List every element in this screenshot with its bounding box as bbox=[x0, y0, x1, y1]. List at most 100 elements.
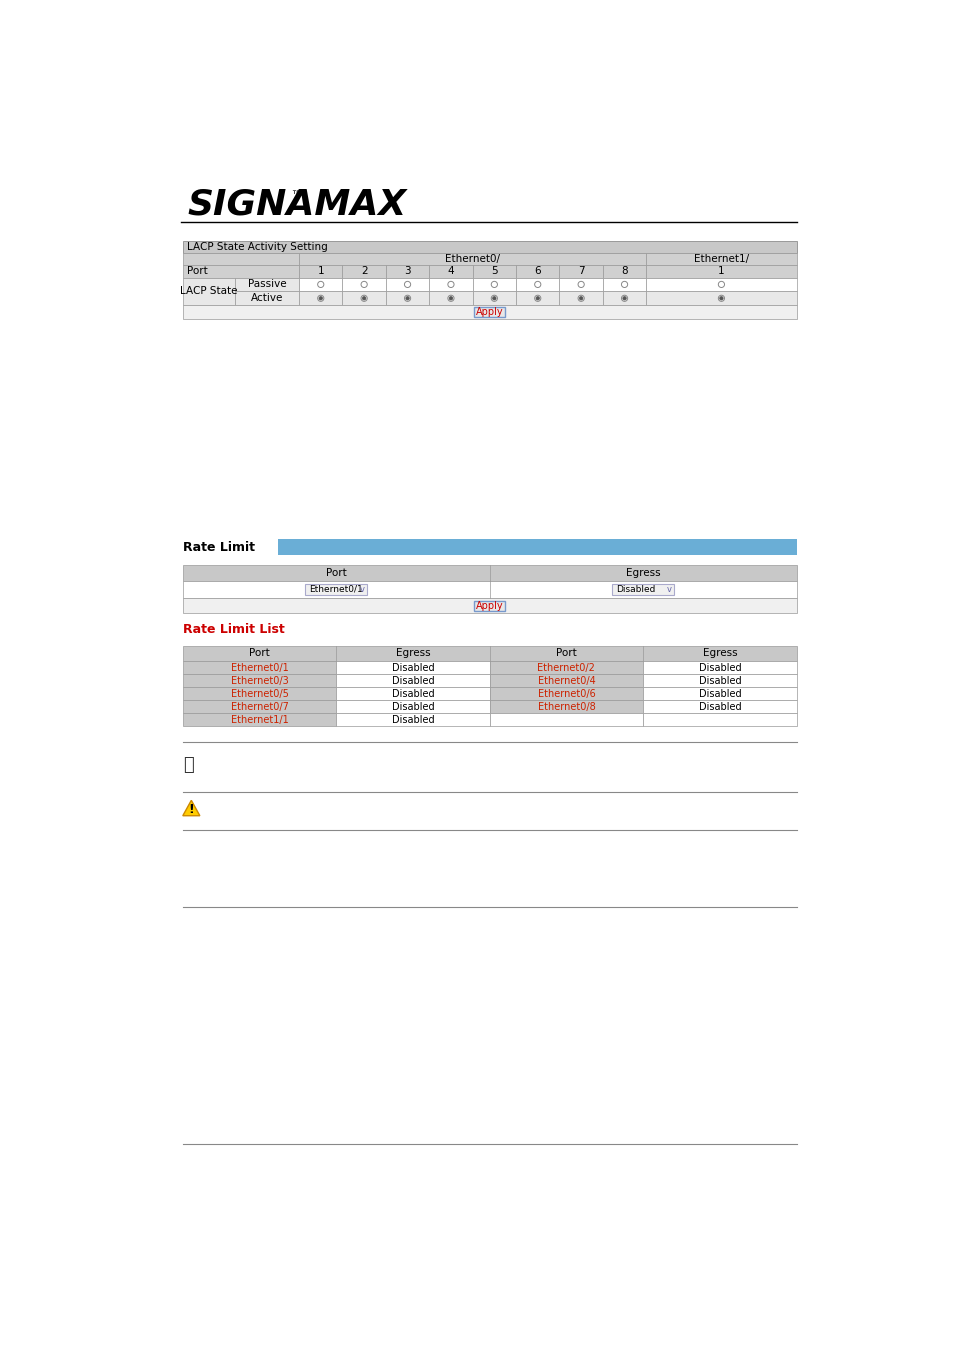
Bar bbox=[602, 265, 645, 278]
Text: Disabled: Disabled bbox=[392, 702, 434, 711]
Text: Egress: Egress bbox=[625, 568, 659, 578]
Bar bbox=[335, 701, 489, 713]
Bar bbox=[645, 265, 796, 278]
Text: Egress: Egress bbox=[395, 648, 430, 659]
Bar bbox=[472, 278, 516, 292]
Bar bbox=[183, 252, 298, 265]
Bar bbox=[602, 278, 645, 292]
Bar bbox=[558, 265, 602, 278]
Bar bbox=[183, 240, 796, 252]
Text: Port: Port bbox=[249, 648, 270, 659]
Text: Port: Port bbox=[326, 568, 346, 578]
Text: Ethernet0/5: Ethernet0/5 bbox=[231, 688, 288, 699]
Bar bbox=[642, 687, 796, 701]
Bar bbox=[183, 598, 796, 613]
Bar bbox=[298, 265, 342, 278]
Bar bbox=[183, 566, 796, 580]
Text: Disabled: Disabled bbox=[616, 585, 655, 594]
Bar bbox=[474, 601, 505, 610]
Bar bbox=[489, 662, 642, 674]
Bar bbox=[612, 585, 674, 595]
Bar bbox=[429, 265, 472, 278]
Circle shape bbox=[578, 297, 582, 300]
Bar bbox=[183, 645, 796, 662]
Bar bbox=[429, 292, 472, 305]
Text: ™: ™ bbox=[290, 190, 302, 202]
Circle shape bbox=[536, 297, 538, 300]
Text: Rate Limit: Rate Limit bbox=[183, 540, 254, 553]
Text: Ethernet0/2: Ethernet0/2 bbox=[537, 663, 595, 672]
Text: 3: 3 bbox=[404, 266, 411, 277]
Text: SIGNAMAX: SIGNAMAX bbox=[187, 188, 406, 221]
Bar bbox=[472, 292, 516, 305]
Bar bbox=[298, 278, 342, 292]
Bar bbox=[235, 292, 298, 305]
Circle shape bbox=[622, 297, 625, 300]
Text: Ethernet1/1: Ethernet1/1 bbox=[231, 716, 288, 725]
Bar bbox=[305, 585, 367, 595]
Bar bbox=[385, 292, 429, 305]
Text: Passive: Passive bbox=[248, 279, 286, 289]
Bar bbox=[429, 278, 472, 292]
Circle shape bbox=[719, 297, 722, 300]
Circle shape bbox=[362, 297, 365, 300]
Bar bbox=[558, 292, 602, 305]
Bar bbox=[642, 662, 796, 674]
Bar bbox=[298, 292, 342, 305]
Text: Egress: Egress bbox=[701, 648, 737, 659]
Text: Disabled: Disabled bbox=[698, 702, 740, 711]
Text: 6: 6 bbox=[534, 266, 540, 277]
Text: Rate Limit List: Rate Limit List bbox=[183, 622, 284, 636]
Bar bbox=[335, 674, 489, 687]
Text: 1: 1 bbox=[718, 266, 724, 277]
Bar bbox=[183, 662, 335, 674]
Text: LACP State: LACP State bbox=[180, 286, 237, 297]
Bar bbox=[645, 252, 796, 265]
Text: Disabled: Disabled bbox=[698, 663, 740, 672]
Text: Ethernet0/3: Ethernet0/3 bbox=[231, 675, 288, 686]
Text: v: v bbox=[666, 585, 671, 594]
Text: v: v bbox=[359, 585, 365, 594]
Bar bbox=[342, 278, 385, 292]
Bar bbox=[342, 292, 385, 305]
Text: !: ! bbox=[189, 803, 194, 815]
Bar bbox=[298, 252, 645, 265]
Text: Disabled: Disabled bbox=[392, 716, 434, 725]
Bar bbox=[645, 292, 796, 305]
Text: LACP State Activity Setting: LACP State Activity Setting bbox=[187, 242, 328, 251]
Bar bbox=[558, 278, 602, 292]
Bar bbox=[335, 713, 489, 726]
Bar bbox=[235, 278, 298, 292]
Bar bbox=[602, 292, 645, 305]
Text: Ethernet0/1: Ethernet0/1 bbox=[231, 663, 288, 672]
Bar bbox=[385, 265, 429, 278]
Circle shape bbox=[449, 297, 452, 300]
Bar bbox=[342, 265, 385, 278]
Bar bbox=[645, 278, 796, 292]
Bar bbox=[642, 701, 796, 713]
Bar bbox=[489, 713, 642, 726]
Bar bbox=[642, 713, 796, 726]
Text: Disabled: Disabled bbox=[392, 663, 434, 672]
Text: 1: 1 bbox=[317, 266, 324, 277]
Text: Ethernet0/4: Ethernet0/4 bbox=[537, 675, 595, 686]
Text: Ethernet0/8: Ethernet0/8 bbox=[537, 702, 595, 711]
Bar bbox=[489, 674, 642, 687]
Text: Apply: Apply bbox=[476, 308, 503, 317]
Text: Ethernet0/6: Ethernet0/6 bbox=[537, 688, 595, 699]
Text: Disabled: Disabled bbox=[392, 688, 434, 699]
Bar bbox=[183, 265, 298, 278]
Text: 4: 4 bbox=[447, 266, 454, 277]
Text: 7: 7 bbox=[578, 266, 584, 277]
Bar bbox=[335, 662, 489, 674]
Bar bbox=[489, 687, 642, 701]
Text: 8: 8 bbox=[620, 266, 627, 277]
Text: Port: Port bbox=[187, 266, 208, 277]
Bar bbox=[183, 713, 335, 726]
Bar bbox=[183, 701, 335, 713]
Bar bbox=[516, 265, 558, 278]
Text: Active: Active bbox=[251, 293, 283, 304]
Bar bbox=[474, 308, 505, 317]
Text: Port: Port bbox=[556, 648, 577, 659]
Bar bbox=[489, 701, 642, 713]
